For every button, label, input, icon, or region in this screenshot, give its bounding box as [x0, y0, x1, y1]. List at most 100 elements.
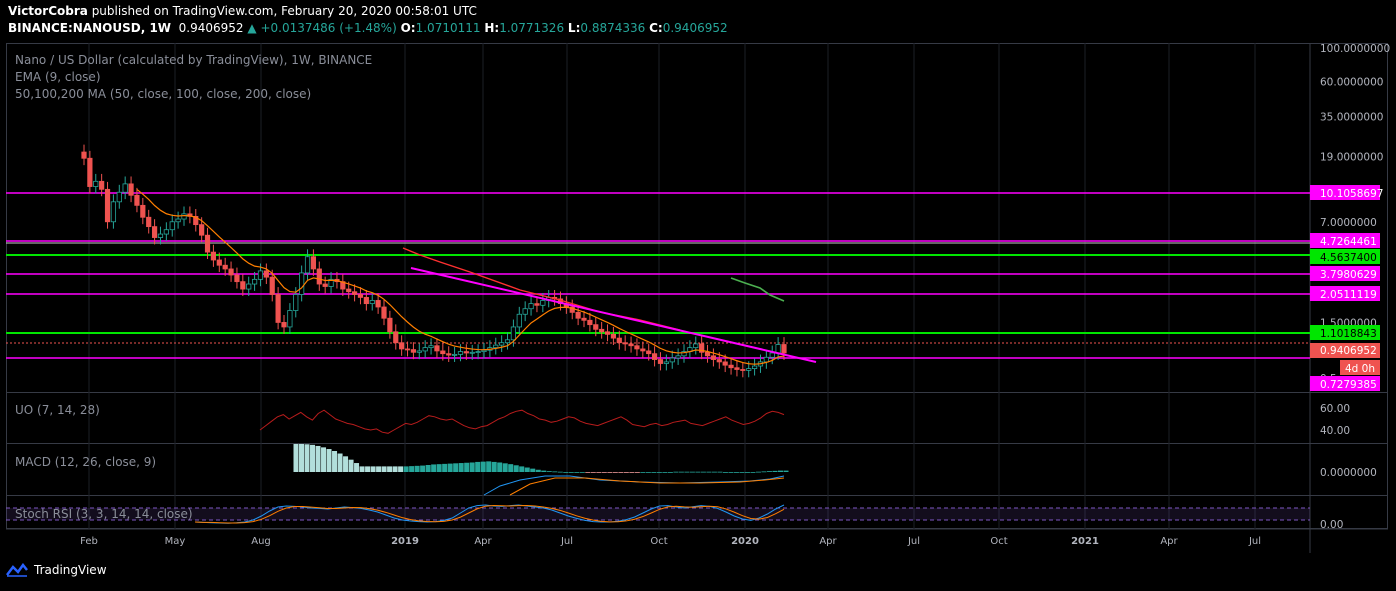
price-tick-label: 35.0000000 [1320, 112, 1383, 124]
candle-body [446, 353, 452, 356]
candle-body [463, 351, 469, 354]
candle-body [322, 283, 328, 287]
price-tick-label: 60.0000000 [1320, 76, 1383, 88]
candle-body [640, 348, 646, 352]
stoch-band [6, 508, 1310, 520]
last-price-tag-label: 0.9406952 [1320, 345, 1377, 357]
candle-body [146, 216, 152, 228]
high-value: 1.0771326 [499, 21, 565, 35]
candle-body [751, 365, 758, 370]
macd-bar [766, 471, 772, 472]
high-label: H: [484, 21, 500, 35]
candle-body [163, 229, 169, 235]
macd-bar [700, 471, 706, 473]
ohlc-bar: BINANCE:NANOUSD, 1W 0.9406952 ▲ +0.01374… [8, 21, 728, 35]
macd-bar [354, 463, 360, 472]
main-chart-pane[interactable] [6, 43, 1388, 393]
close-value: 0.9406952 [662, 21, 728, 35]
macd-tick-label: 0.0000000 [1320, 467, 1377, 479]
candle-body [781, 344, 787, 354]
macd-bar [601, 472, 607, 473]
time-tick-label: 2021 [1071, 536, 1099, 547]
candle-body [693, 343, 699, 349]
price-level-tag-label: 4.7264461 [1320, 236, 1377, 248]
macd-bar [761, 471, 767, 473]
candle-body [604, 331, 611, 335]
publisher-name[interactable]: VictorCobra [8, 4, 88, 18]
candle-body [251, 278, 258, 285]
price-tick-label: 19.0000000 [1320, 152, 1383, 164]
macd-bar [392, 466, 398, 472]
candle-body [622, 342, 628, 345]
candle-body [93, 180, 99, 187]
candle-body [157, 233, 164, 238]
uo-legend: UO (7, 14, 28) [15, 403, 100, 417]
macd-bar [508, 464, 514, 472]
macd-bar [546, 471, 552, 472]
time-tick-label: May [165, 536, 186, 547]
macd-bar [618, 472, 624, 473]
macd-bar [733, 472, 739, 473]
candles-group [81, 144, 787, 378]
macd-bar [739, 472, 745, 473]
time-tick-label: Aug [251, 536, 271, 547]
countdown-tag [1340, 360, 1380, 375]
macd-bar [447, 463, 453, 472]
macd-bar [370, 466, 376, 472]
macd-legend: MACD (12, 26, close, 9) [15, 455, 157, 469]
price-tick-label: 7.0000000 [1320, 217, 1377, 229]
macd-bar [755, 471, 761, 473]
candle-body [246, 283, 252, 290]
candle-body [351, 291, 358, 295]
candle-body [375, 300, 381, 308]
candle-body [110, 201, 117, 223]
ema-legend: EMA (9, close) [15, 70, 101, 84]
candle-body [451, 353, 458, 356]
macd-bar [574, 472, 580, 473]
macd-bar [728, 472, 734, 473]
macd-bar [348, 459, 354, 472]
candle-body [416, 350, 422, 353]
tradingview-logo[interactable]: TradingView [6, 563, 107, 577]
candle-body [710, 355, 717, 360]
candle-body [210, 251, 217, 261]
candle-body [310, 256, 317, 270]
candle-body [346, 288, 352, 293]
candle-body [681, 351, 687, 357]
candle-body [275, 294, 281, 323]
time-tick-label: Jul [560, 536, 573, 547]
macd-bar [783, 470, 789, 472]
symbol-label: BINANCE:NANOUSD, 1W [8, 21, 172, 35]
stoch-legend: Stoch RSI (3, 3, 14, 14, close) [15, 507, 193, 521]
price-level-tag [1310, 376, 1380, 391]
time-tick-label: Jul [907, 536, 920, 547]
close-label: C: [649, 21, 663, 35]
candle-body [269, 276, 275, 295]
open-label: O: [400, 21, 416, 35]
price-level-tag [1310, 266, 1380, 281]
open-value: 1.0710111 [415, 21, 481, 35]
macd-bar [612, 472, 618, 473]
candle-body [181, 213, 187, 220]
macd-bar [376, 466, 382, 472]
candle-body [151, 226, 158, 238]
macd-bar [409, 466, 415, 472]
time-tick-label: Apr [474, 536, 492, 547]
macd-bar [326, 449, 332, 472]
candle-body [593, 324, 599, 330]
candle-body [81, 151, 87, 159]
macd-bar [535, 469, 541, 472]
macd-pane[interactable] [6, 444, 1388, 496]
last-price-tag [1310, 343, 1380, 358]
candle-body [257, 270, 264, 280]
price-level-tag-label: 0.7279385 [1320, 379, 1377, 391]
uo-pane[interactable] [6, 393, 1388, 444]
macd-bar [381, 466, 387, 472]
macd-bar [469, 462, 475, 472]
macd-bar [777, 470, 783, 472]
macd-histogram [293, 444, 789, 473]
macd-bar [706, 471, 712, 473]
macd-bar [315, 445, 321, 472]
macd-bar [750, 472, 756, 473]
